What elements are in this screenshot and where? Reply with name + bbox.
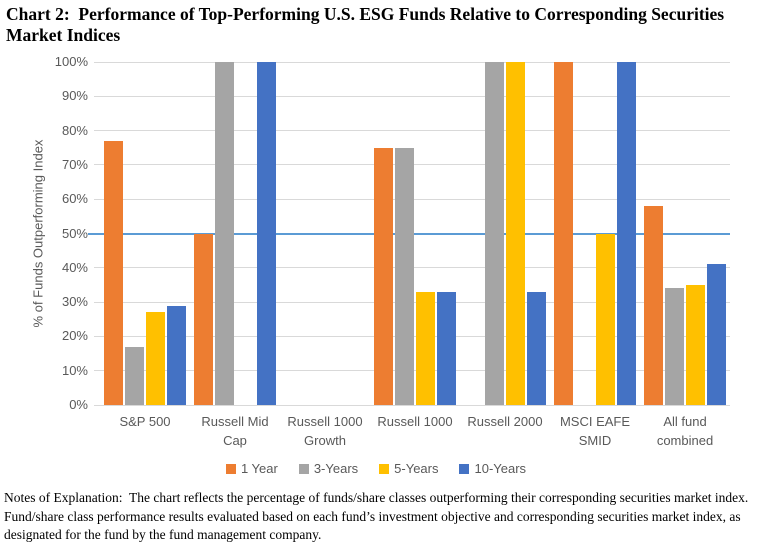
notes-of-explanation: Notes of Explanation: The chart reflects…	[4, 490, 755, 542]
bar-group-russell-1000	[370, 62, 460, 405]
bar-5-years-russell-1000	[416, 291, 435, 405]
plot-area	[88, 61, 730, 406]
bar-group-msci-eafe-smid	[550, 62, 640, 405]
gridline-0	[94, 404, 730, 406]
y-tick-label-50: 50%	[61, 225, 88, 241]
y-tick-label-80: 80%	[61, 122, 88, 138]
legend-label-10-years: 10-Years	[474, 461, 527, 476]
x-axis-label-text: Russell 1000	[377, 414, 453, 429]
x-axis-label-russell-1000-growth: Russell 1000 Growth	[280, 412, 370, 450]
x-axis-label-russell-1000: Russell 1000	[370, 412, 460, 450]
legend-swatch-1-year	[225, 463, 236, 474]
bar-3-years-all-fund-combined	[665, 288, 684, 405]
legend-swatch-5-years	[379, 463, 390, 474]
x-axis-label-text: Russell 1000 Growth	[287, 414, 363, 448]
bar-10-years-russell-1000	[437, 291, 456, 405]
legend-label-3-years: 3-Years	[313, 461, 359, 476]
x-axis-labels: S&P 500 Russell Mid Cap Russell 1000 Growt…	[100, 412, 730, 450]
x-axis-label-msci-eafe-smid: MSCI EAFE SMID	[550, 412, 640, 450]
bar-1-year-msci-eafe-smid	[554, 62, 573, 405]
bar-1-year-russell-1000	[374, 147, 393, 405]
y-tick-label-20: 20%	[61, 328, 88, 344]
y-tick-label-0: 0%	[69, 397, 88, 412]
bar-1-year-all-fund-combined	[644, 206, 663, 405]
legend-item-5-years: 5-Years	[379, 461, 438, 476]
bar-10-years-russell-mid-cap	[257, 62, 276, 405]
legend-item-3-years: 3-Years	[298, 461, 359, 476]
gridline-80	[94, 130, 730, 132]
bar-3-years-russell-mid-cap	[215, 62, 234, 405]
bar-3-years-russell-1000	[395, 147, 414, 405]
x-axis-label-text: MSCI EAFE SMID	[559, 414, 631, 448]
legend-label-5-years: 5-Years	[394, 461, 439, 476]
bar-group-russell-mid-cap	[190, 62, 280, 405]
bar-5-years-msci-eafe-smid	[596, 233, 615, 405]
bar-10-years-msci-eafe-smid	[617, 62, 636, 405]
x-axis-label-text: Russell 2000	[467, 414, 543, 429]
bar-group-all-fund-combined	[640, 62, 730, 405]
y-tick-label-30: 30%	[61, 294, 88, 310]
y-tick-label-40: 40%	[61, 259, 88, 275]
x-axis-label-russell-2000: Russell 2000	[460, 412, 550, 450]
bar-group-russell-2000	[460, 62, 550, 405]
bar-10-years-russell-2000	[527, 291, 546, 405]
y-tick-label-70: 70%	[61, 156, 88, 172]
x-axis-label-text: S&P 500	[119, 414, 171, 429]
gridline-90	[94, 95, 730, 97]
legend-label-1-year: 1 Year	[240, 461, 278, 476]
legend-swatch-3-years	[298, 463, 309, 474]
legend-item-10-years: 10-Years	[459, 461, 526, 476]
bar-5-years-all-fund-combined	[686, 284, 705, 405]
bar-10-years-s-p-500	[167, 305, 186, 405]
bar-3-years-russell-2000	[485, 62, 504, 405]
x-axis-label-russell-mid-cap: Russell Mid Cap	[190, 412, 280, 450]
chart-title: Chart 2: Performance of Top-Performing U…	[6, 4, 729, 45]
x-axis-label-text: Russell Mid Cap	[201, 414, 269, 448]
bar-5-years-russell-2000	[506, 62, 525, 405]
bar-5-years-s-p-500	[146, 312, 165, 405]
x-axis-label-text: All fund combined	[656, 414, 714, 448]
bar-group-russell-1000-growth	[280, 62, 370, 405]
bar-10-years-all-fund-combined	[707, 264, 726, 405]
bar-1-year-s-p-500	[104, 140, 123, 405]
legend: 1 Year 3-Years 5-Years 10-Years	[0, 461, 752, 476]
y-tick-label-90: 90%	[61, 88, 88, 104]
y-axis-tick-labels: 0% 10% 20% 30% 40% 50% 60% 70% 80% 90% 100%	[0, 54, 88, 412]
y-tick-label-60: 60%	[61, 191, 88, 207]
y-tick-label-10: 10%	[61, 362, 88, 378]
legend-swatch-10-years	[459, 463, 470, 474]
x-axis-label-all-fund-combined: All fund combined	[640, 412, 730, 450]
gridline-100	[94, 61, 730, 63]
bar-1-year-russell-mid-cap	[194, 233, 213, 405]
x-axis-label-s-p-500: S&P 500	[100, 412, 190, 450]
legend-item-1-year: 1 Year	[225, 461, 278, 476]
y-tick-label-100: 100%	[54, 54, 88, 69]
bar-group-s-p-500	[100, 62, 190, 405]
bar-3-years-s-p-500	[125, 346, 144, 405]
